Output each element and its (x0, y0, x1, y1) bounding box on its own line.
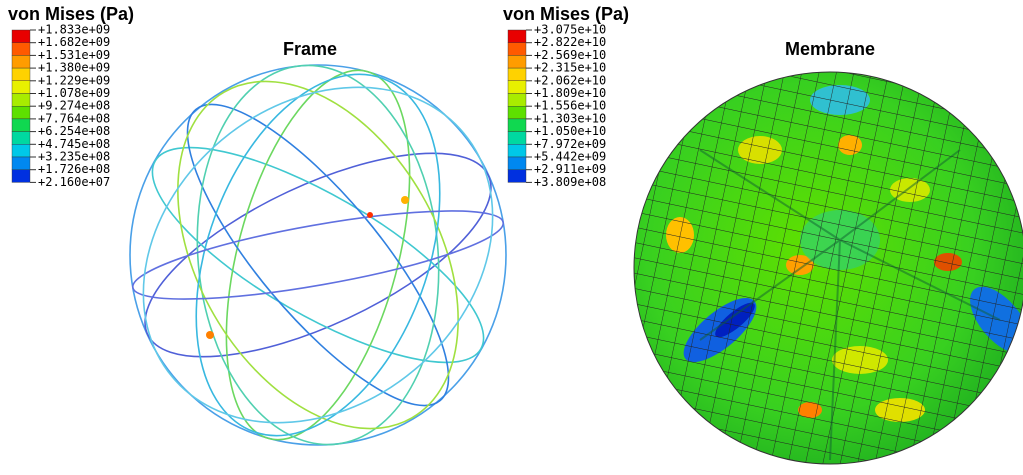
stress-spot (367, 212, 373, 218)
legend-swatch (12, 94, 30, 107)
legend-swatch (508, 55, 526, 68)
legend-swatch (508, 119, 526, 132)
legend-swatch (508, 68, 526, 81)
legend-swatch (12, 157, 30, 170)
frame-ring (192, 51, 445, 459)
frame-ring (150, 41, 485, 470)
legend-swatch (12, 30, 30, 43)
legend-swatch (12, 68, 30, 81)
frame-ring (125, 109, 511, 401)
legend-swatch (508, 30, 526, 43)
legend-swatch (12, 170, 30, 183)
stress-spot (401, 196, 409, 204)
legend-title: von Mises (Pa) (503, 4, 629, 24)
legend-swatch (12, 81, 30, 94)
frame-ring (182, 55, 454, 454)
frame-wireframe (76, 18, 560, 470)
legend-label: +2.160e+07 (38, 175, 110, 189)
legend-swatch (12, 43, 30, 56)
legend-swatch (508, 157, 526, 170)
legend-swatch (508, 144, 526, 157)
frame-ring (130, 65, 506, 445)
legend-swatch (12, 132, 30, 145)
legend-title: von Mises (Pa) (8, 4, 134, 24)
frame-ring (118, 112, 518, 398)
panel-title: Frame (283, 39, 337, 59)
panel-title: Membrane (785, 39, 875, 59)
legend-swatch (508, 81, 526, 94)
stress-spot (206, 331, 214, 339)
legend-label: +3.809e+08 (534, 175, 606, 189)
legend-swatch (12, 106, 30, 119)
legend-swatch (508, 94, 526, 107)
legend-swatch (508, 132, 526, 145)
legend-swatch (12, 55, 30, 68)
frame-ring (128, 193, 509, 317)
legend-swatch (508, 106, 526, 119)
figure: von Mises (Pa) Frame von Mises (Pa) Memb… (0, 0, 1023, 470)
legend-swatch (12, 144, 30, 157)
legend-swatch (508, 170, 526, 183)
legend-swatch (12, 119, 30, 132)
frame-ring (150, 71, 486, 439)
membrane-surface (630, 70, 1023, 470)
legend-swatch (508, 43, 526, 56)
